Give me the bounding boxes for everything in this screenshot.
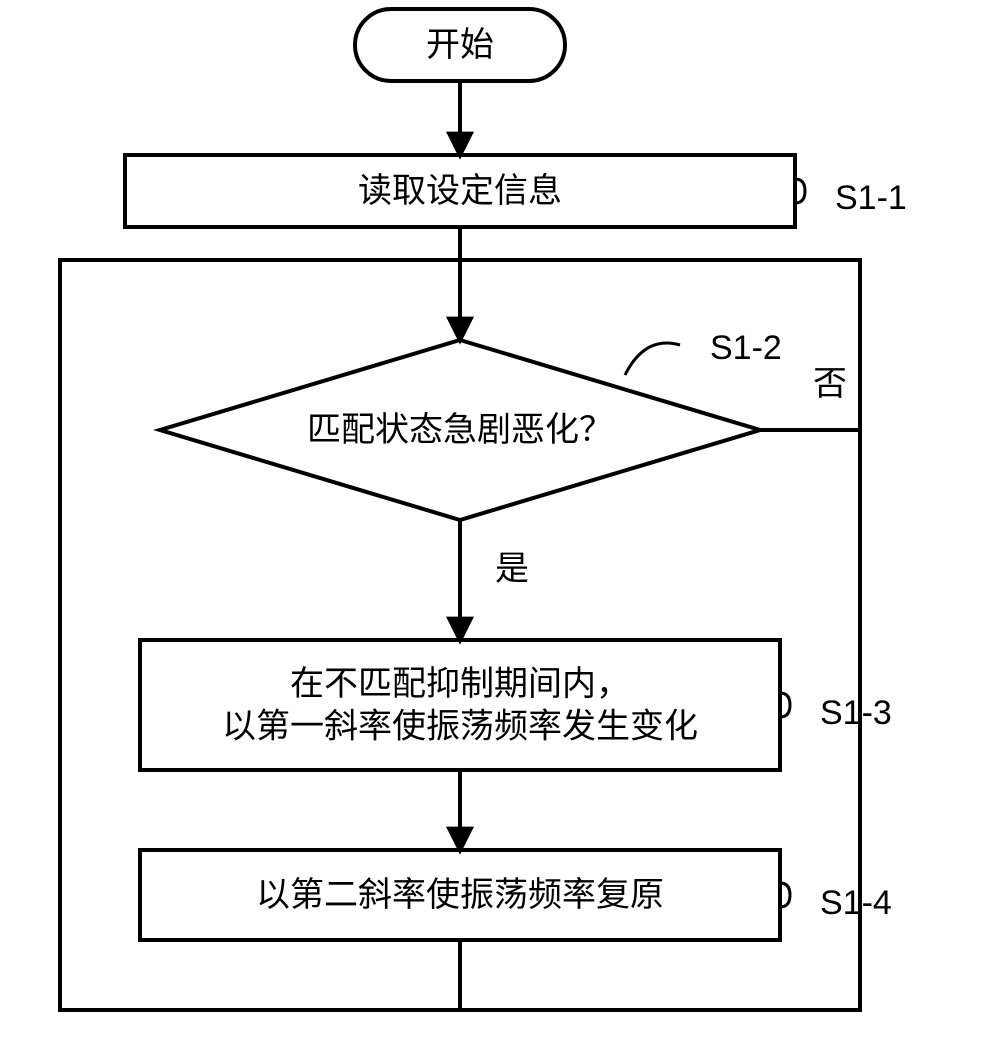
tag-s1_1: S1-1 [835,179,907,217]
s1_4-node: 以第二斜率使振荡频率复原 [140,850,780,940]
start-node: 开始 [355,9,565,81]
tag-s1_2: S1-2 [710,329,782,367]
start-label: 开始 [426,26,494,64]
yes-label: 是 [495,550,529,588]
s1_4-label-0: 以第二斜率使振荡频率复原 [256,876,664,914]
s1_3-label-0: 在不匹配抑制期间内， [290,665,630,703]
tag-s1_3: S1-3 [820,694,892,732]
s1_3-node: 在不匹配抑制期间内， 以第一斜率使振荡频率发生变化 [140,640,780,770]
s1_1-node: 读取设定信息 [125,155,795,227]
s1_1-label-0: 读取设定信息 [358,172,562,210]
s1_2-label: 匹配状态急剧恶化？ [307,411,613,449]
tag-s1_4: S1-4 [820,884,892,922]
no-label: 否 [813,365,847,403]
s1_3-label-1: 以第一斜率使振荡频率发生变化 [222,707,698,745]
